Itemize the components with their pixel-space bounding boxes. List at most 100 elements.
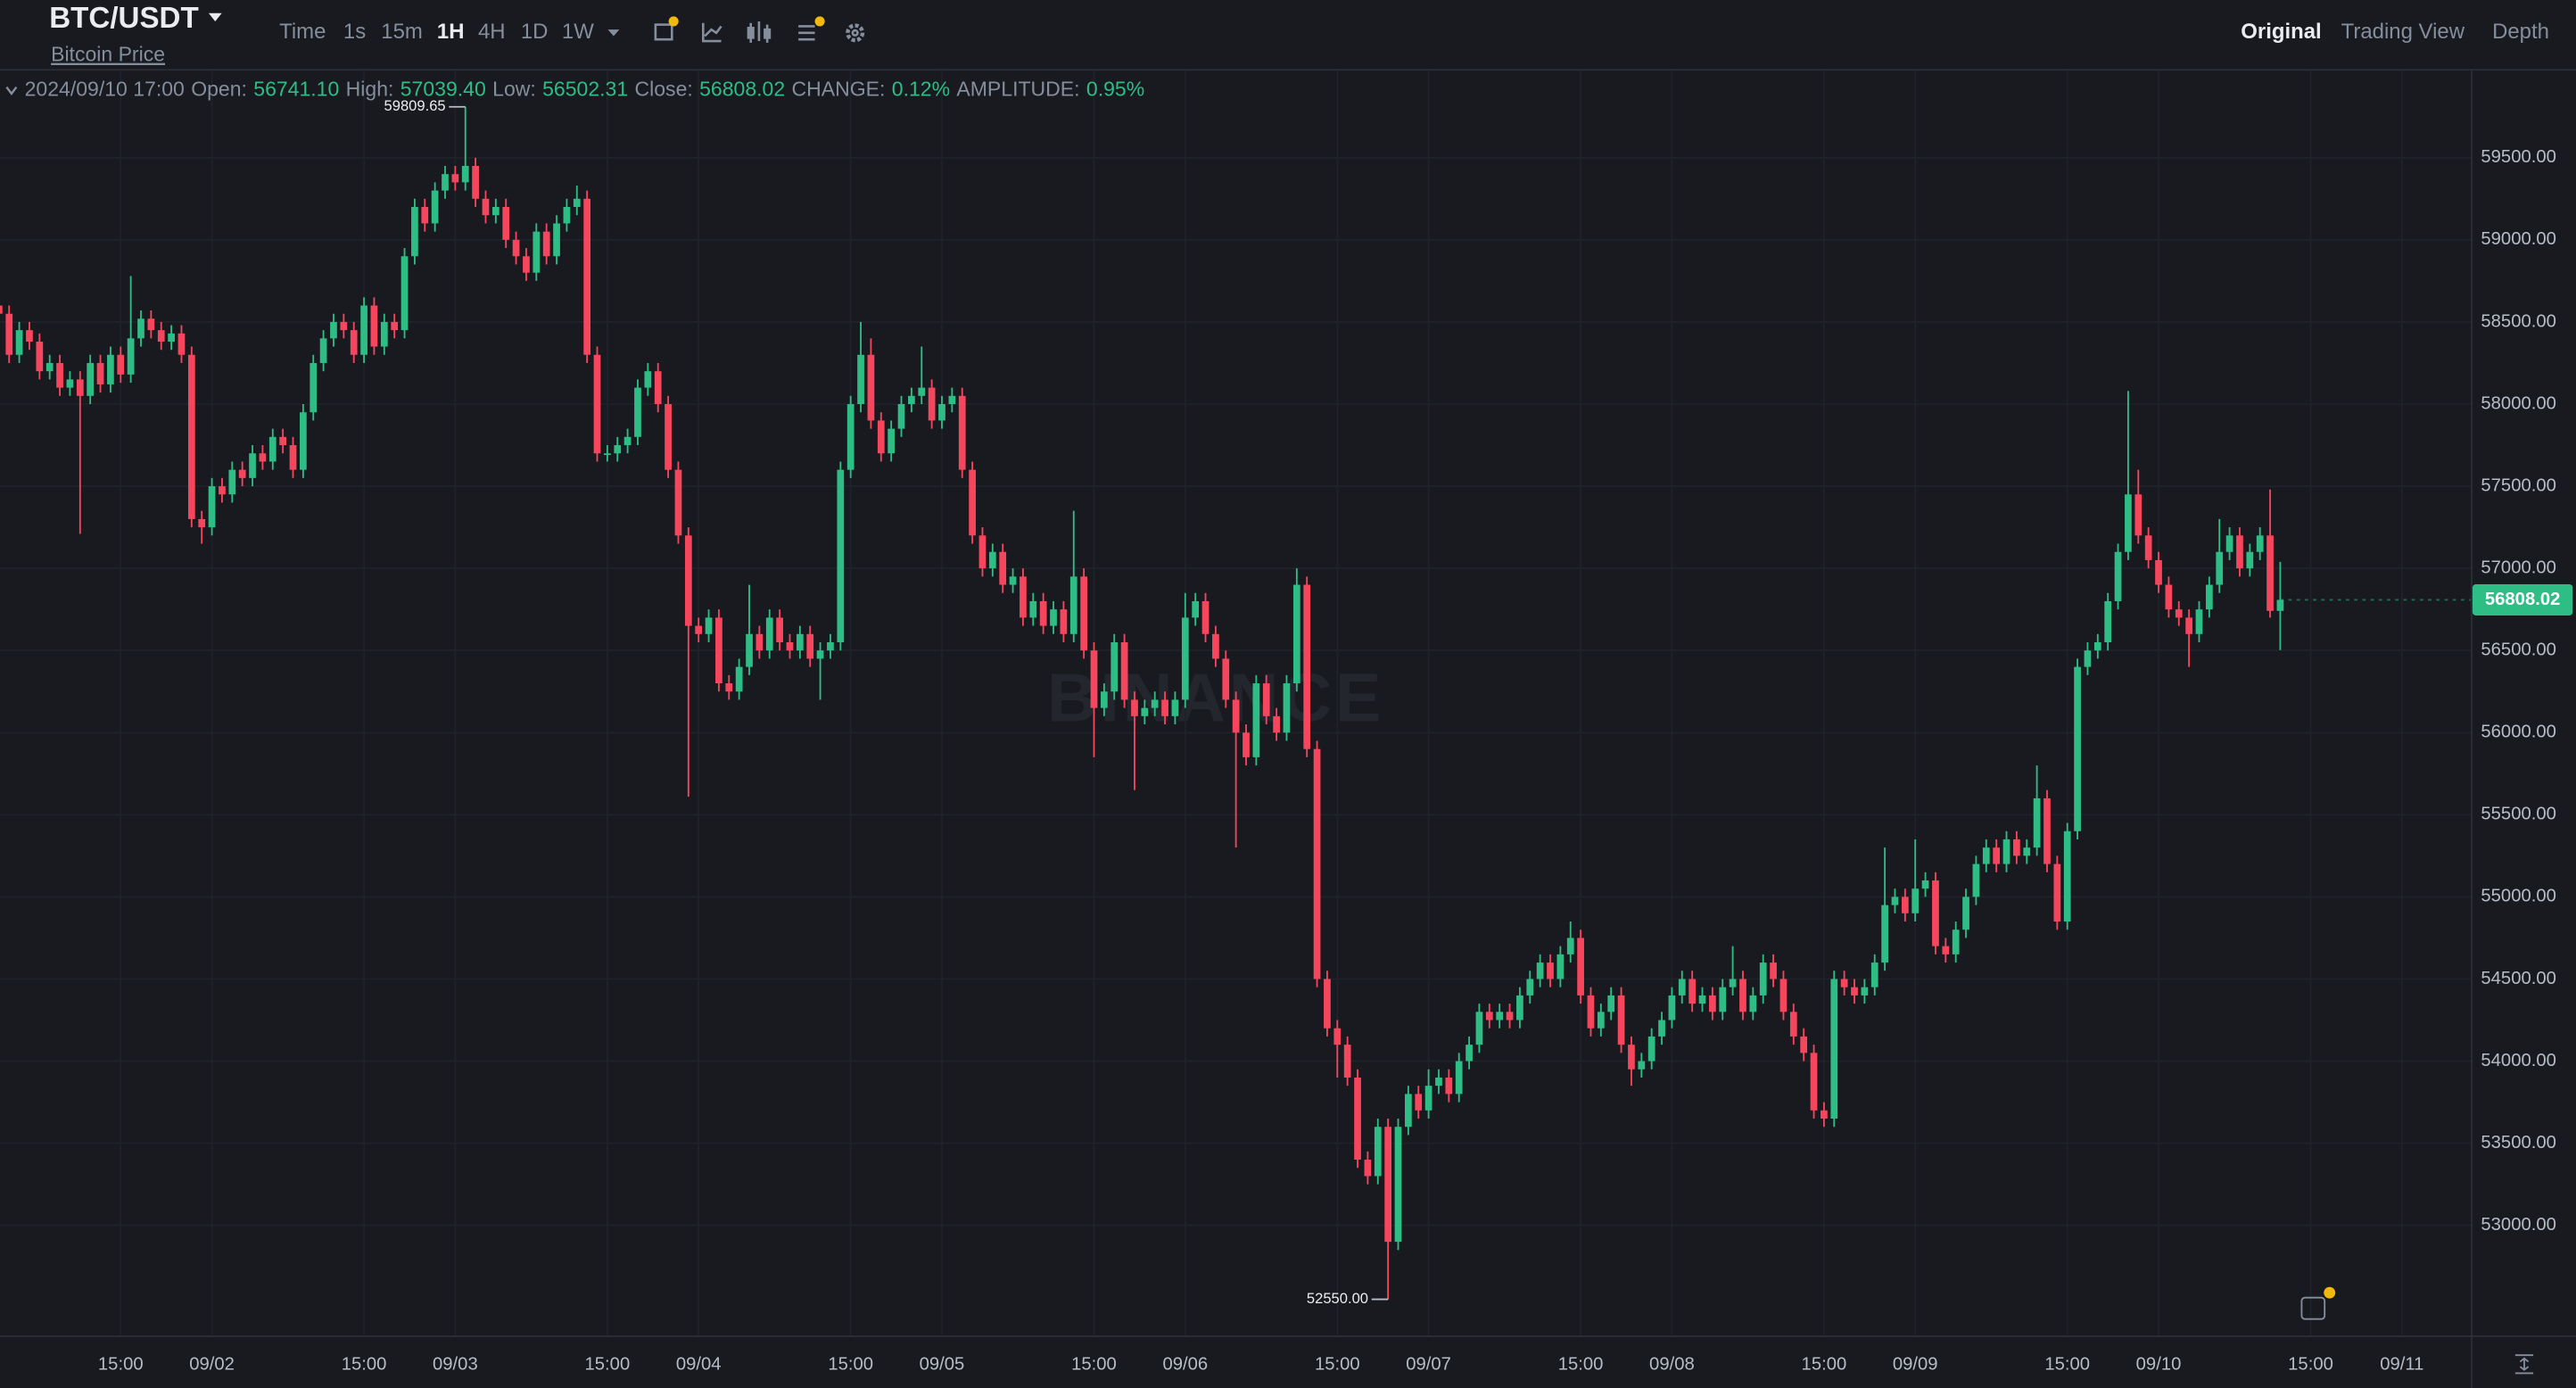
interval-tab[interactable]: Time — [279, 20, 326, 44]
candle-body — [776, 617, 783, 642]
candle-body — [846, 403, 855, 470]
candle-body — [1972, 863, 1980, 897]
candle-body — [1060, 609, 1068, 634]
view-tab[interactable]: Depth — [2492, 20, 2549, 44]
icon-calendar[interactable] — [654, 23, 673, 41]
candle-body — [1069, 576, 1077, 634]
candle-body — [1475, 1012, 1483, 1045]
candle-body — [1536, 963, 1544, 979]
icon-layout[interactable] — [798, 25, 815, 41]
candle-body — [1131, 699, 1138, 716]
candle-body — [2053, 863, 2061, 922]
interval-dropdown[interactable] — [607, 29, 620, 37]
candle-body — [330, 321, 337, 339]
candle-body — [857, 354, 864, 404]
icon-settings[interactable] — [846, 23, 865, 43]
candle-body — [816, 650, 824, 659]
candle-body — [593, 354, 601, 454]
candle-body — [1921, 880, 1929, 889]
candle-body — [87, 362, 95, 396]
view-tab[interactable]: Trading View — [2341, 20, 2465, 44]
candle-body — [168, 333, 175, 343]
info-collapse[interactable] — [5, 86, 18, 95]
interval-tab[interactable]: 1H — [437, 20, 465, 44]
candle-body — [634, 387, 641, 437]
interval-tab[interactable]: 1D — [521, 20, 549, 44]
candle-body — [289, 445, 297, 470]
candle-body — [1394, 1127, 1402, 1243]
symbol-dropdown[interactable] — [208, 12, 222, 21]
candle-body — [1821, 1110, 1828, 1119]
info-value: 0.95% — [1086, 77, 1144, 100]
candle-body — [36, 342, 44, 372]
last-price-tag — [2472, 583, 2573, 616]
candle-body — [1719, 987, 1727, 1012]
interval-tab[interactable]: 1W — [562, 20, 594, 44]
y-tick-label: 55000.00 — [2481, 887, 2555, 906]
candle-body — [1647, 1036, 1655, 1062]
interval-tab[interactable]: 1s — [343, 20, 366, 44]
candle-body — [2216, 551, 2224, 585]
candle-body — [1455, 1061, 1463, 1095]
candle-body — [1789, 1012, 1797, 1037]
candle-body — [279, 436, 287, 446]
candle-body — [786, 641, 794, 651]
interval-tab[interactable]: 15m — [381, 20, 423, 44]
candle-body — [715, 617, 722, 684]
candle-body — [2225, 535, 2233, 552]
candle-body — [1415, 1094, 1423, 1111]
candle-body — [66, 379, 74, 388]
info-value: 57039.40 — [400, 77, 486, 100]
candle-body — [988, 551, 996, 569]
candle-body — [2236, 535, 2243, 569]
x-tick-label: 15:00 — [2044, 1355, 2090, 1375]
candle-body — [1881, 905, 1888, 963]
candle-body — [2023, 847, 2031, 856]
candle-body — [888, 428, 896, 454]
candle-body — [15, 330, 23, 355]
candle-body — [1445, 1077, 1453, 1095]
info-value: 56808.02 — [699, 77, 785, 100]
icon-chart-type-body — [747, 27, 755, 39]
candle-body — [827, 641, 834, 651]
candle-body — [2002, 839, 2010, 864]
icon-dot — [668, 16, 679, 27]
candle-body — [360, 305, 367, 355]
x-tick-label: 15:00 — [1315, 1355, 1360, 1375]
subtitle-link[interactable]: Bitcoin Price — [51, 43, 165, 66]
candle-body — [107, 354, 114, 384]
candle-body — [958, 395, 966, 470]
view-tab[interactable]: Original — [2241, 20, 2321, 44]
candle-body — [938, 403, 945, 421]
x-tick-label: 09/08 — [1649, 1355, 1695, 1375]
x-tick-label: 09/11 — [2380, 1355, 2423, 1375]
candle-body — [2195, 609, 2203, 634]
candle-body — [1891, 896, 1899, 905]
candle-body — [1607, 995, 1615, 1012]
x-tick-label: 15:00 — [1558, 1355, 1604, 1375]
candle-body — [1911, 888, 1920, 913]
news-icon[interactable] — [2300, 1296, 2326, 1320]
info-value: 56502.31 — [542, 77, 628, 100]
candle-body — [2125, 494, 2132, 552]
icon-indicators[interactable] — [702, 22, 722, 43]
candle-body — [0, 305, 3, 314]
scale-toggle[interactable] — [2514, 1354, 2534, 1375]
candle-body — [2013, 839, 2020, 856]
y-tick-label: 58000.00 — [2481, 393, 2555, 413]
candle-body — [1840, 979, 1848, 987]
candle-body — [1029, 600, 1037, 618]
candle-body — [1709, 995, 1716, 1012]
symbol[interactable]: BTC/USDT — [49, 2, 198, 35]
candle-body — [1364, 1160, 1372, 1177]
candle-body — [1151, 699, 1159, 708]
candle-body — [542, 231, 550, 257]
candle-body — [755, 633, 764, 651]
interval-tab[interactable]: 4H — [478, 20, 506, 44]
candle-body — [2246, 551, 2254, 569]
candle-body — [533, 231, 541, 273]
last-price-label: 56808.02 — [2485, 590, 2560, 609]
candle-body — [2276, 599, 2284, 611]
